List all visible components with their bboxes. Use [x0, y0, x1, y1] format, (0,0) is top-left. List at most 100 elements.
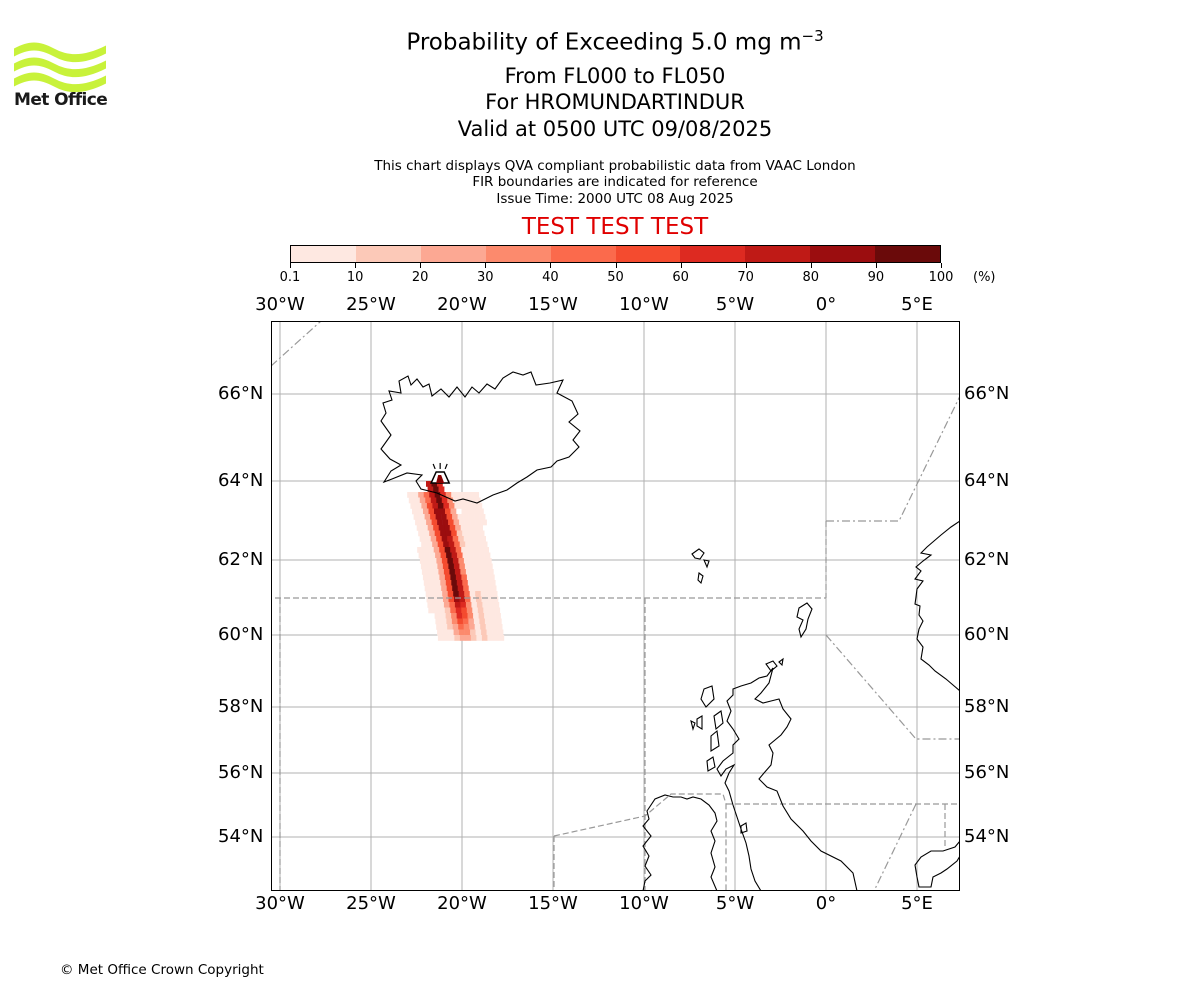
plume-cell [476, 503, 483, 509]
plume-cell [490, 585, 497, 592]
plume-cell [465, 569, 472, 575]
longitude-label: 10°W [619, 893, 669, 914]
plume-cell [437, 629, 443, 636]
plume-cell [424, 585, 431, 592]
plume-cell [473, 613, 479, 619]
plume-cell [466, 547, 473, 553]
plume-cell [452, 585, 458, 592]
plume-cell [467, 492, 474, 498]
plume-cell [466, 607, 473, 614]
plume-cell [472, 508, 479, 515]
faroe-islands [691, 548, 710, 585]
plume-cell [442, 629, 449, 636]
isle-of-man [740, 822, 748, 834]
latitude-label: 66°N [964, 383, 1010, 404]
plume-cell [488, 607, 495, 614]
plume-cell [436, 624, 442, 630]
plume-cell [455, 525, 461, 531]
longitude-label: 5°E [901, 893, 933, 914]
latitude-label: 62°N [964, 549, 1010, 570]
plume-cell [429, 580, 436, 586]
colorbar-tick-label: 10 [346, 270, 364, 285]
plume-cell [454, 541, 460, 548]
plume-cell [463, 585, 469, 592]
plume-cell [468, 514, 475, 520]
plume-cell [443, 635, 450, 641]
plume-cell [426, 503, 433, 509]
plume-cell [450, 547, 456, 553]
plume-cell [486, 629, 493, 636]
plume-cell [456, 613, 463, 619]
plume-cell [455, 547, 462, 553]
plume-cell [444, 574, 451, 581]
ash-probability-plume [407, 481, 505, 641]
plume-cell [459, 503, 466, 509]
colorbar-bin [291, 246, 356, 262]
latitude-label: 56°N [964, 762, 1010, 783]
plume-cell [477, 547, 484, 553]
plume-cell [437, 503, 444, 509]
plume-cell [435, 552, 441, 559]
colorbar-tick-mark [485, 263, 487, 268]
plume-cell [441, 536, 448, 542]
longitude-label: 5°E [901, 294, 933, 315]
plume-cell [458, 536, 464, 542]
plume-cell [482, 569, 489, 575]
plume-cell [449, 602, 456, 608]
coastlines [380, 371, 960, 891]
plume-cell [491, 624, 497, 630]
colorbar-tick-label: 70 [737, 270, 754, 285]
plume-cell [464, 591, 470, 597]
plume-cell [425, 536, 431, 542]
plume-cell [434, 530, 441, 537]
plume-cell [428, 508, 435, 515]
plume-cell [487, 569, 494, 575]
plume-cell [482, 602, 489, 608]
plume-cell [454, 602, 461, 608]
plume-cell [450, 574, 457, 581]
plume-cell [481, 635, 488, 641]
plume-cell [452, 514, 458, 520]
plume-cell [489, 613, 496, 619]
plume-cell [487, 635, 494, 641]
info-line-1: This chart displays QVA compliant probab… [374, 158, 856, 174]
colorbar-tick-mark [810, 263, 812, 268]
chart-title: Probability of Exceeding 5.0 mg m−3 [406, 27, 824, 56]
plume-cell [477, 607, 484, 614]
plume-cell [447, 497, 454, 504]
plume-cell [425, 558, 432, 564]
plume-cell [485, 624, 492, 630]
plume-cell [432, 503, 439, 509]
plume-cell [448, 541, 455, 548]
plume-cell [433, 547, 440, 553]
shetland [796, 602, 813, 639]
plume-cell [488, 574, 495, 581]
longitude-label: 0° [815, 893, 837, 914]
plume-cell [481, 519, 487, 526]
plume-cell [420, 563, 427, 570]
plume-cell [421, 541, 427, 548]
plume-cell [439, 574, 446, 581]
plume-cell [496, 624, 503, 630]
plume-cell [447, 591, 454, 597]
plume-cell [448, 503, 455, 509]
plume-cell [430, 585, 436, 592]
iceland-coast [380, 371, 581, 504]
colorbar-tick-label: 60 [672, 270, 689, 285]
plume-cell [433, 525, 439, 531]
plume-cell [430, 536, 437, 542]
plume-cell [477, 525, 483, 531]
plume-cell [465, 602, 472, 608]
plume-cell [462, 552, 469, 559]
plume-cell [437, 635, 444, 641]
plume-cell [439, 607, 446, 614]
plume-cell [443, 602, 450, 608]
plume-cell [437, 541, 444, 548]
plume-cell [438, 525, 445, 531]
plume-cell [426, 481, 432, 487]
plume-cell [435, 618, 442, 625]
plume-cell [454, 569, 461, 575]
colorbar-tick-label: 0.1 [279, 270, 301, 285]
plume-cell [489, 580, 496, 586]
plume-cell [452, 536, 459, 542]
